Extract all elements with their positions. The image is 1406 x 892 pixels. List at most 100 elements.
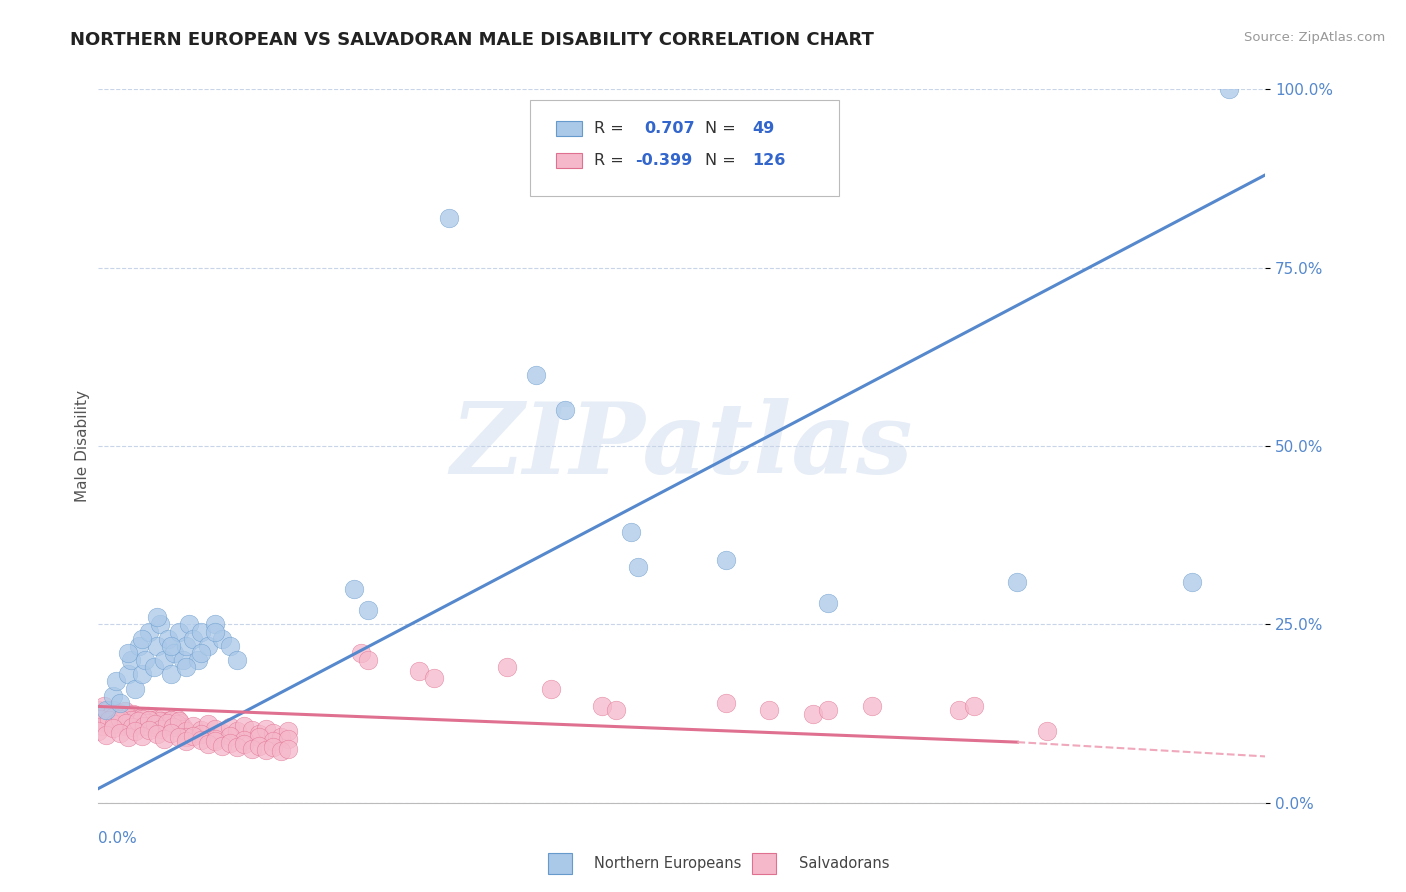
Point: [134, 653, 156, 667]
Point: [187, 653, 209, 667]
Point: [114, 705, 136, 719]
Text: 0.707: 0.707: [644, 121, 695, 136]
Point: [277, 741, 299, 756]
Point: [167, 730, 190, 744]
Point: [152, 710, 174, 724]
Point: [167, 624, 190, 639]
Text: Salvadorans: Salvadorans: [799, 856, 889, 871]
Point: [157, 632, 180, 646]
Text: R =: R =: [595, 121, 624, 136]
Point: [110, 696, 132, 710]
Point: [122, 707, 145, 722]
Point: [1035, 724, 1057, 739]
Point: [233, 719, 256, 733]
Point: [149, 714, 172, 729]
Point: [167, 714, 190, 729]
Point: [174, 724, 197, 739]
Point: [155, 719, 177, 733]
Point: [172, 722, 194, 736]
Point: [343, 582, 366, 596]
Point: [101, 710, 124, 724]
Point: [131, 710, 153, 724]
Point: [524, 368, 547, 382]
Point: [103, 717, 125, 731]
Point: [211, 739, 233, 753]
Point: [204, 731, 226, 746]
Text: Northern Europeans: Northern Europeans: [595, 856, 742, 871]
Point: [554, 403, 576, 417]
Point: [270, 730, 292, 744]
Point: [247, 730, 270, 744]
Point: [254, 743, 277, 757]
Point: [162, 720, 184, 734]
Point: [160, 667, 183, 681]
Point: [128, 715, 150, 730]
Point: [138, 624, 160, 639]
Point: [156, 715, 179, 730]
Point: [163, 717, 186, 731]
Point: [117, 646, 139, 660]
Point: [174, 660, 197, 674]
Point: [247, 727, 270, 741]
Bar: [555, 153, 582, 169]
Point: [240, 741, 263, 756]
Point: [149, 715, 172, 730]
Point: [108, 714, 131, 729]
Point: [204, 722, 226, 736]
Point: [357, 603, 380, 617]
Point: [540, 681, 562, 696]
Point: [197, 717, 219, 731]
Point: [211, 632, 233, 646]
Point: [146, 610, 169, 624]
Point: [254, 722, 277, 736]
Point: [174, 730, 197, 744]
Point: [218, 729, 240, 743]
Point: [111, 710, 134, 724]
Point: [124, 724, 146, 739]
Point: [226, 740, 249, 755]
Point: [131, 632, 153, 646]
Point: [96, 715, 118, 730]
Point: [620, 524, 643, 539]
Point: [218, 736, 240, 750]
Point: [801, 706, 824, 721]
Point: [108, 706, 131, 720]
Point: [110, 726, 132, 740]
Point: [104, 674, 127, 689]
Point: [142, 720, 165, 734]
Point: [93, 699, 115, 714]
Point: [120, 653, 142, 667]
Point: [138, 713, 160, 727]
Point: [270, 744, 292, 758]
Point: [101, 721, 124, 735]
Point: [153, 653, 176, 667]
Point: [96, 705, 118, 719]
Point: [87, 724, 110, 739]
Point: [262, 740, 284, 755]
Point: [204, 617, 226, 632]
Point: [115, 715, 138, 730]
Point: [91, 719, 114, 733]
Point: [197, 639, 219, 653]
Point: [117, 667, 139, 681]
Point: [87, 703, 110, 717]
Point: [172, 720, 194, 734]
Point: [136, 715, 159, 730]
Point: [125, 717, 148, 731]
Point: [163, 646, 186, 660]
Point: [146, 727, 169, 741]
Point: [817, 596, 839, 610]
Point: [226, 724, 249, 739]
Point: [226, 653, 249, 667]
Point: [204, 734, 226, 748]
Text: ZIPatlas: ZIPatlas: [451, 398, 912, 494]
Point: [117, 730, 139, 744]
Point: [139, 713, 162, 727]
Point: [262, 726, 284, 740]
Point: [190, 723, 212, 737]
Point: [350, 646, 373, 660]
Point: [136, 708, 159, 723]
Text: N =: N =: [706, 121, 735, 136]
Point: [142, 717, 165, 731]
Point: [104, 712, 127, 726]
